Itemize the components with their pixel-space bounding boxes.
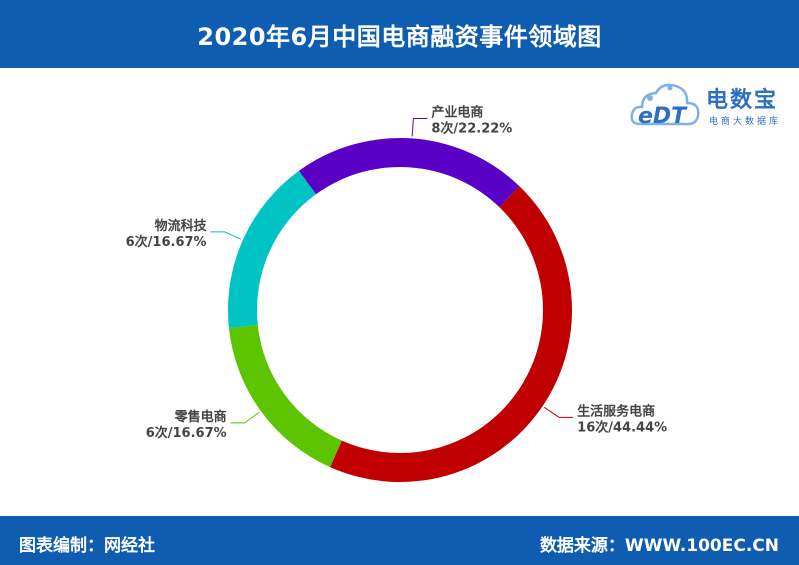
- logo-brand: 电数宝: [706, 88, 779, 113]
- slice-value-label: 16次/44.44%: [577, 419, 667, 435]
- slice-label: 物流科技: [155, 218, 208, 234]
- slice-value-label: 6次/16.67%: [146, 425, 227, 441]
- slice-label: 零售电商: [174, 409, 227, 425]
- footer-source: 数据来源：WWW.100EC.CN: [539, 536, 779, 556]
- slice-logistics: [228, 170, 316, 328]
- slice-label: 生活服务电商: [577, 403, 655, 419]
- leader-line: [411, 117, 428, 137]
- footer-compiler: 图表编制：网经社: [19, 536, 155, 556]
- slice-industrial: [298, 138, 520, 208]
- footer-bar: 图表编制：网经社 数据来源：WWW.100EC.CN: [0, 516, 799, 565]
- slice-retail: [228, 324, 342, 468]
- leader-line: [543, 406, 574, 418]
- leader-line: [230, 411, 260, 424]
- leader-line: [210, 231, 242, 240]
- donut-chart: 产业电商8次/22.22%生活服务电商16次/44.44%零售电商6次/16.6…: [126, 104, 667, 483]
- slice-label: 产业电商: [431, 104, 483, 120]
- chart-title-bar: 2020年6月中国电商融资事件领域图: [0, 0, 799, 68]
- cloud-logo-icon: eDT: [630, 83, 700, 129]
- chart-title: 2020年6月中国电商融资事件领域图: [197, 22, 602, 51]
- logo-subtitle: 电商大数据库: [709, 117, 782, 127]
- slice-life-service: [330, 186, 573, 483]
- logo-mark: eDT: [638, 104, 688, 129]
- slice-value-label: 8次/22.22%: [431, 120, 512, 136]
- slice-value-label: 6次/16.67%: [126, 234, 207, 250]
- logo: eDT 电数宝 电商大数据库: [630, 76, 795, 138]
